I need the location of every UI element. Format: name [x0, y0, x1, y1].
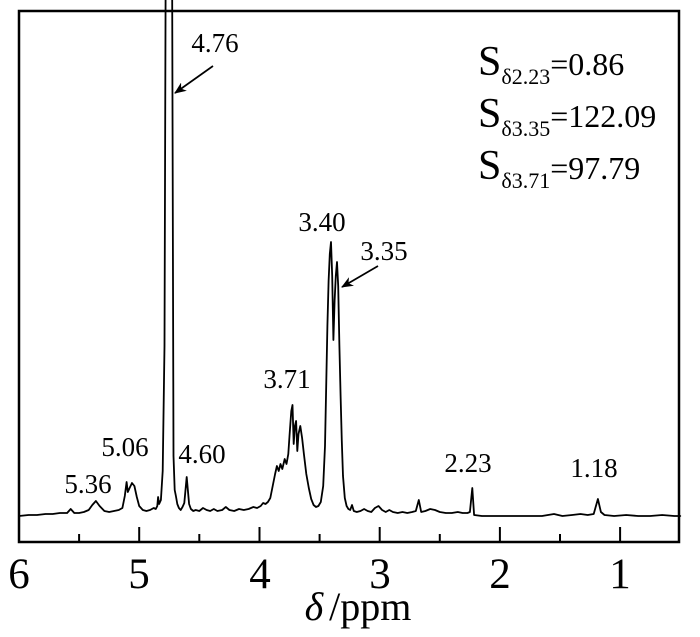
peak-labels: 5.36 5.06 4.76 4.60 3.71 3.40 3.35 2.23 …	[64, 28, 617, 499]
peak-arrow-4-76	[174, 65, 214, 94]
peak-label-3-40: 3.40	[298, 207, 345, 237]
integral-s-3-35-symbol: S	[478, 91, 501, 137]
x-axis-label-delta: δ	[305, 584, 325, 629]
peak-label-5-06: 5.06	[101, 432, 148, 462]
spectrum-trace	[18, 0, 682, 517]
peak-label-4-60: 4.60	[178, 439, 225, 469]
peak-label-4-76: 4.76	[191, 28, 238, 58]
peak-label-1-18: 1.18	[570, 453, 617, 483]
integral-s-3-71-symbol: S	[478, 143, 501, 189]
x-tick-label-2: 2	[489, 551, 511, 598]
x-axis-ticks	[18, 527, 622, 542]
x-axis-label-unit: /ppm	[329, 584, 411, 629]
x-tick-label-5: 5	[128, 551, 150, 598]
integral-s-3-71: Sδ3.71=97.79	[478, 143, 640, 193]
peak-label-5-36: 5.36	[64, 469, 111, 499]
peak-arrow-3-35	[341, 265, 379, 288]
integral-s-3-35-subscript: δ3.35	[501, 116, 550, 141]
x-axis-tick-labels: 6 5 4 3 2 1	[8, 551, 631, 598]
integral-s-3-35: Sδ3.35=122.09	[478, 91, 656, 141]
x-tick-label-6: 6	[8, 551, 30, 598]
x-tick-label-1: 1	[609, 551, 631, 598]
integral-s-2-23: Sδ2.23=0.86	[478, 39, 624, 89]
integral-s-2-23-subscript: δ2.23	[501, 64, 550, 89]
x-tick-label-3: 3	[369, 551, 391, 598]
integral-s-2-23-symbol: S	[478, 39, 501, 85]
integral-s-2-23-value: =0.86	[550, 46, 624, 82]
peak-label-2-23: 2.23	[444, 448, 491, 478]
integral-s-3-71-subscript: δ3.71	[501, 168, 550, 193]
peak-label-3-35: 3.35	[360, 236, 407, 266]
integral-s-3-71-value: =97.79	[550, 150, 640, 186]
integral-annotations: Sδ2.23=0.86 Sδ3.35=122.09 Sδ3.71=97.79	[478, 39, 656, 193]
x-axis-label: δ/ppm	[305, 584, 412, 629]
x-tick-label-4: 4	[249, 551, 271, 598]
peak-label-3-71: 3.71	[263, 364, 310, 394]
plot-border	[17, 9, 681, 544]
peak-arrows	[174, 65, 379, 288]
integral-s-3-35-value: =122.09	[550, 98, 656, 134]
